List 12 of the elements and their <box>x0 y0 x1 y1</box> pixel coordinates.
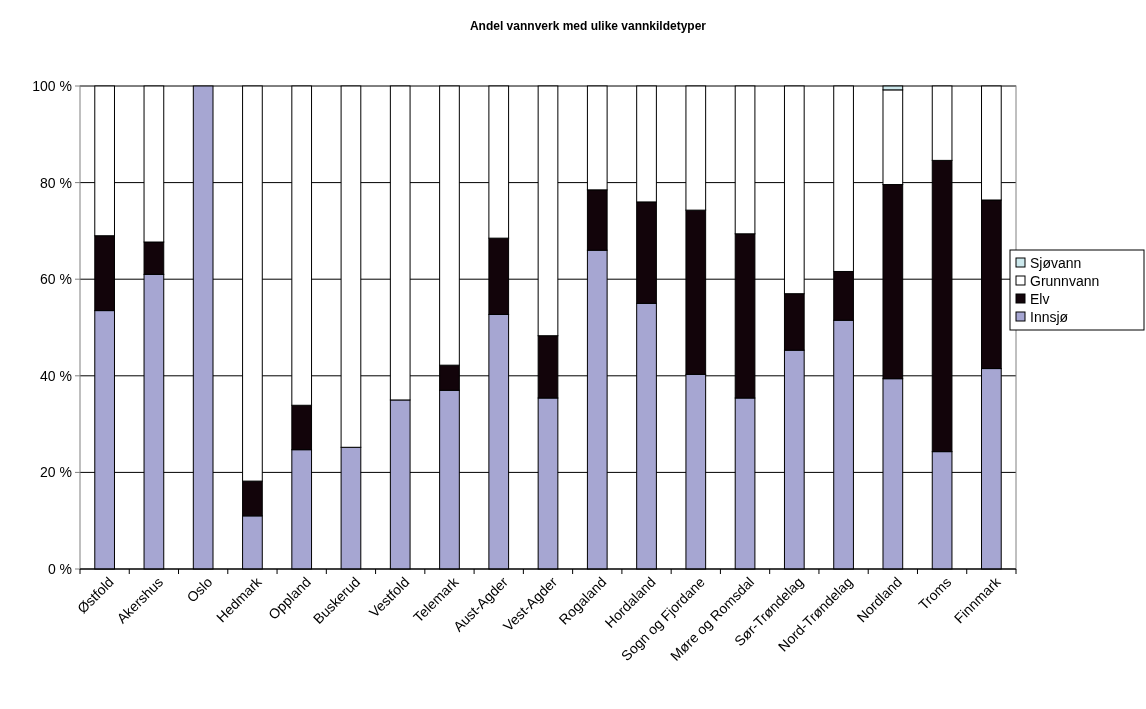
y-tick-label: 0 % <box>47 560 72 577</box>
legend-label: Sjøvann <box>1030 254 1082 271</box>
legend-label: Innsjø <box>1030 308 1069 325</box>
chart-title: Andel vannverk med ulike vannkildetyper <box>469 19 707 33</box>
legend-label: Elv <box>1030 290 1050 307</box>
y-tick-label: 60 % <box>40 271 72 288</box>
y-tick-label: 40 % <box>40 367 72 384</box>
y-tick-label: 20 % <box>40 464 72 481</box>
y-tick-label: 100 % <box>32 77 72 94</box>
legend-label: Grunnvann <box>1030 272 1100 289</box>
y-tick-label: 80 % <box>40 174 72 191</box>
x-tick-label: Oslo <box>183 573 216 606</box>
